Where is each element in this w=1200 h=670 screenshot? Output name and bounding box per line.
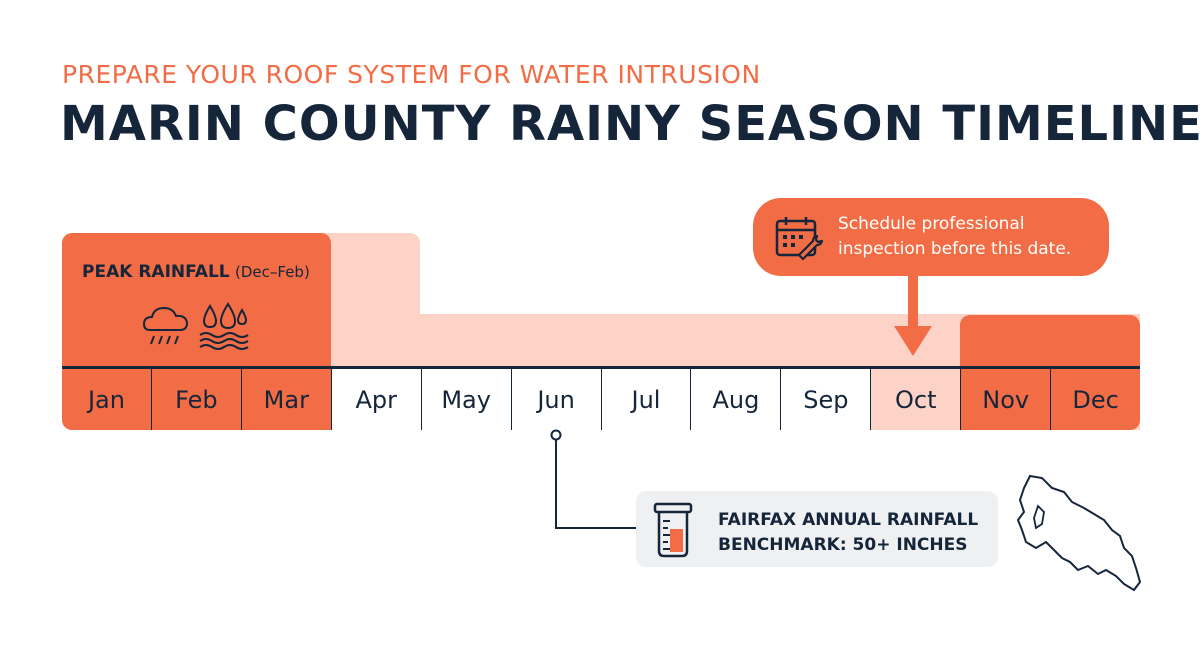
peak-rainfall-title: PEAK RAINFALL [82, 262, 230, 282]
rain-cloud-icon [142, 306, 189, 345]
rainfall-benchmark-box [636, 491, 998, 567]
callout-arrow [894, 276, 932, 356]
month-timeline: Jan Feb Mar Apr May Jun Jul Aug Sep Oct … [62, 366, 1140, 430]
month-nov: Nov [960, 369, 1050, 430]
month-feb: Feb [150, 369, 241, 430]
month-jun: Jun [510, 369, 601, 430]
month-oct: Oct [870, 369, 960, 430]
month-mar: Mar [240, 369, 331, 430]
eyebrow-heading: PREPARE YOUR ROOF SYSTEM FOR WATER INTRU… [62, 60, 761, 89]
inspection-callout-text: Schedule professional inspection before … [838, 214, 1072, 259]
peak-rainfall-range: (Dec–Feb) [235, 263, 310, 281]
month-dec: Dec [1050, 369, 1140, 430]
month-apr: Apr [330, 369, 421, 430]
month-jul: Jul [600, 369, 691, 430]
october-band [870, 366, 960, 430]
calendar-wrench-icon [775, 217, 824, 261]
rainfall-benchmark-text: FAIRFAX ANNUAL RAINFALL BENCHMARK: 50+ I… [718, 510, 979, 555]
late-year-rain-band [960, 315, 1140, 430]
month-sep: Sep [780, 369, 870, 430]
marin-county-map-icon [1016, 474, 1142, 592]
page-title: MARIN COUNTY RAINY SEASON TIMELINE [60, 96, 1200, 152]
peak-rainfall-label: PEAK RAINFALL (Dec–Feb) [82, 262, 310, 282]
benchmark-connector [550, 429, 636, 529]
peak-rainfall-band [62, 233, 331, 430]
month-jan: Jan [87, 385, 125, 414]
inspection-callout [753, 198, 1109, 276]
rain-gauge-icon [653, 502, 693, 558]
month-may: May [420, 369, 511, 430]
water-drops-icon [199, 302, 249, 350]
month-aug: Aug [690, 369, 780, 430]
